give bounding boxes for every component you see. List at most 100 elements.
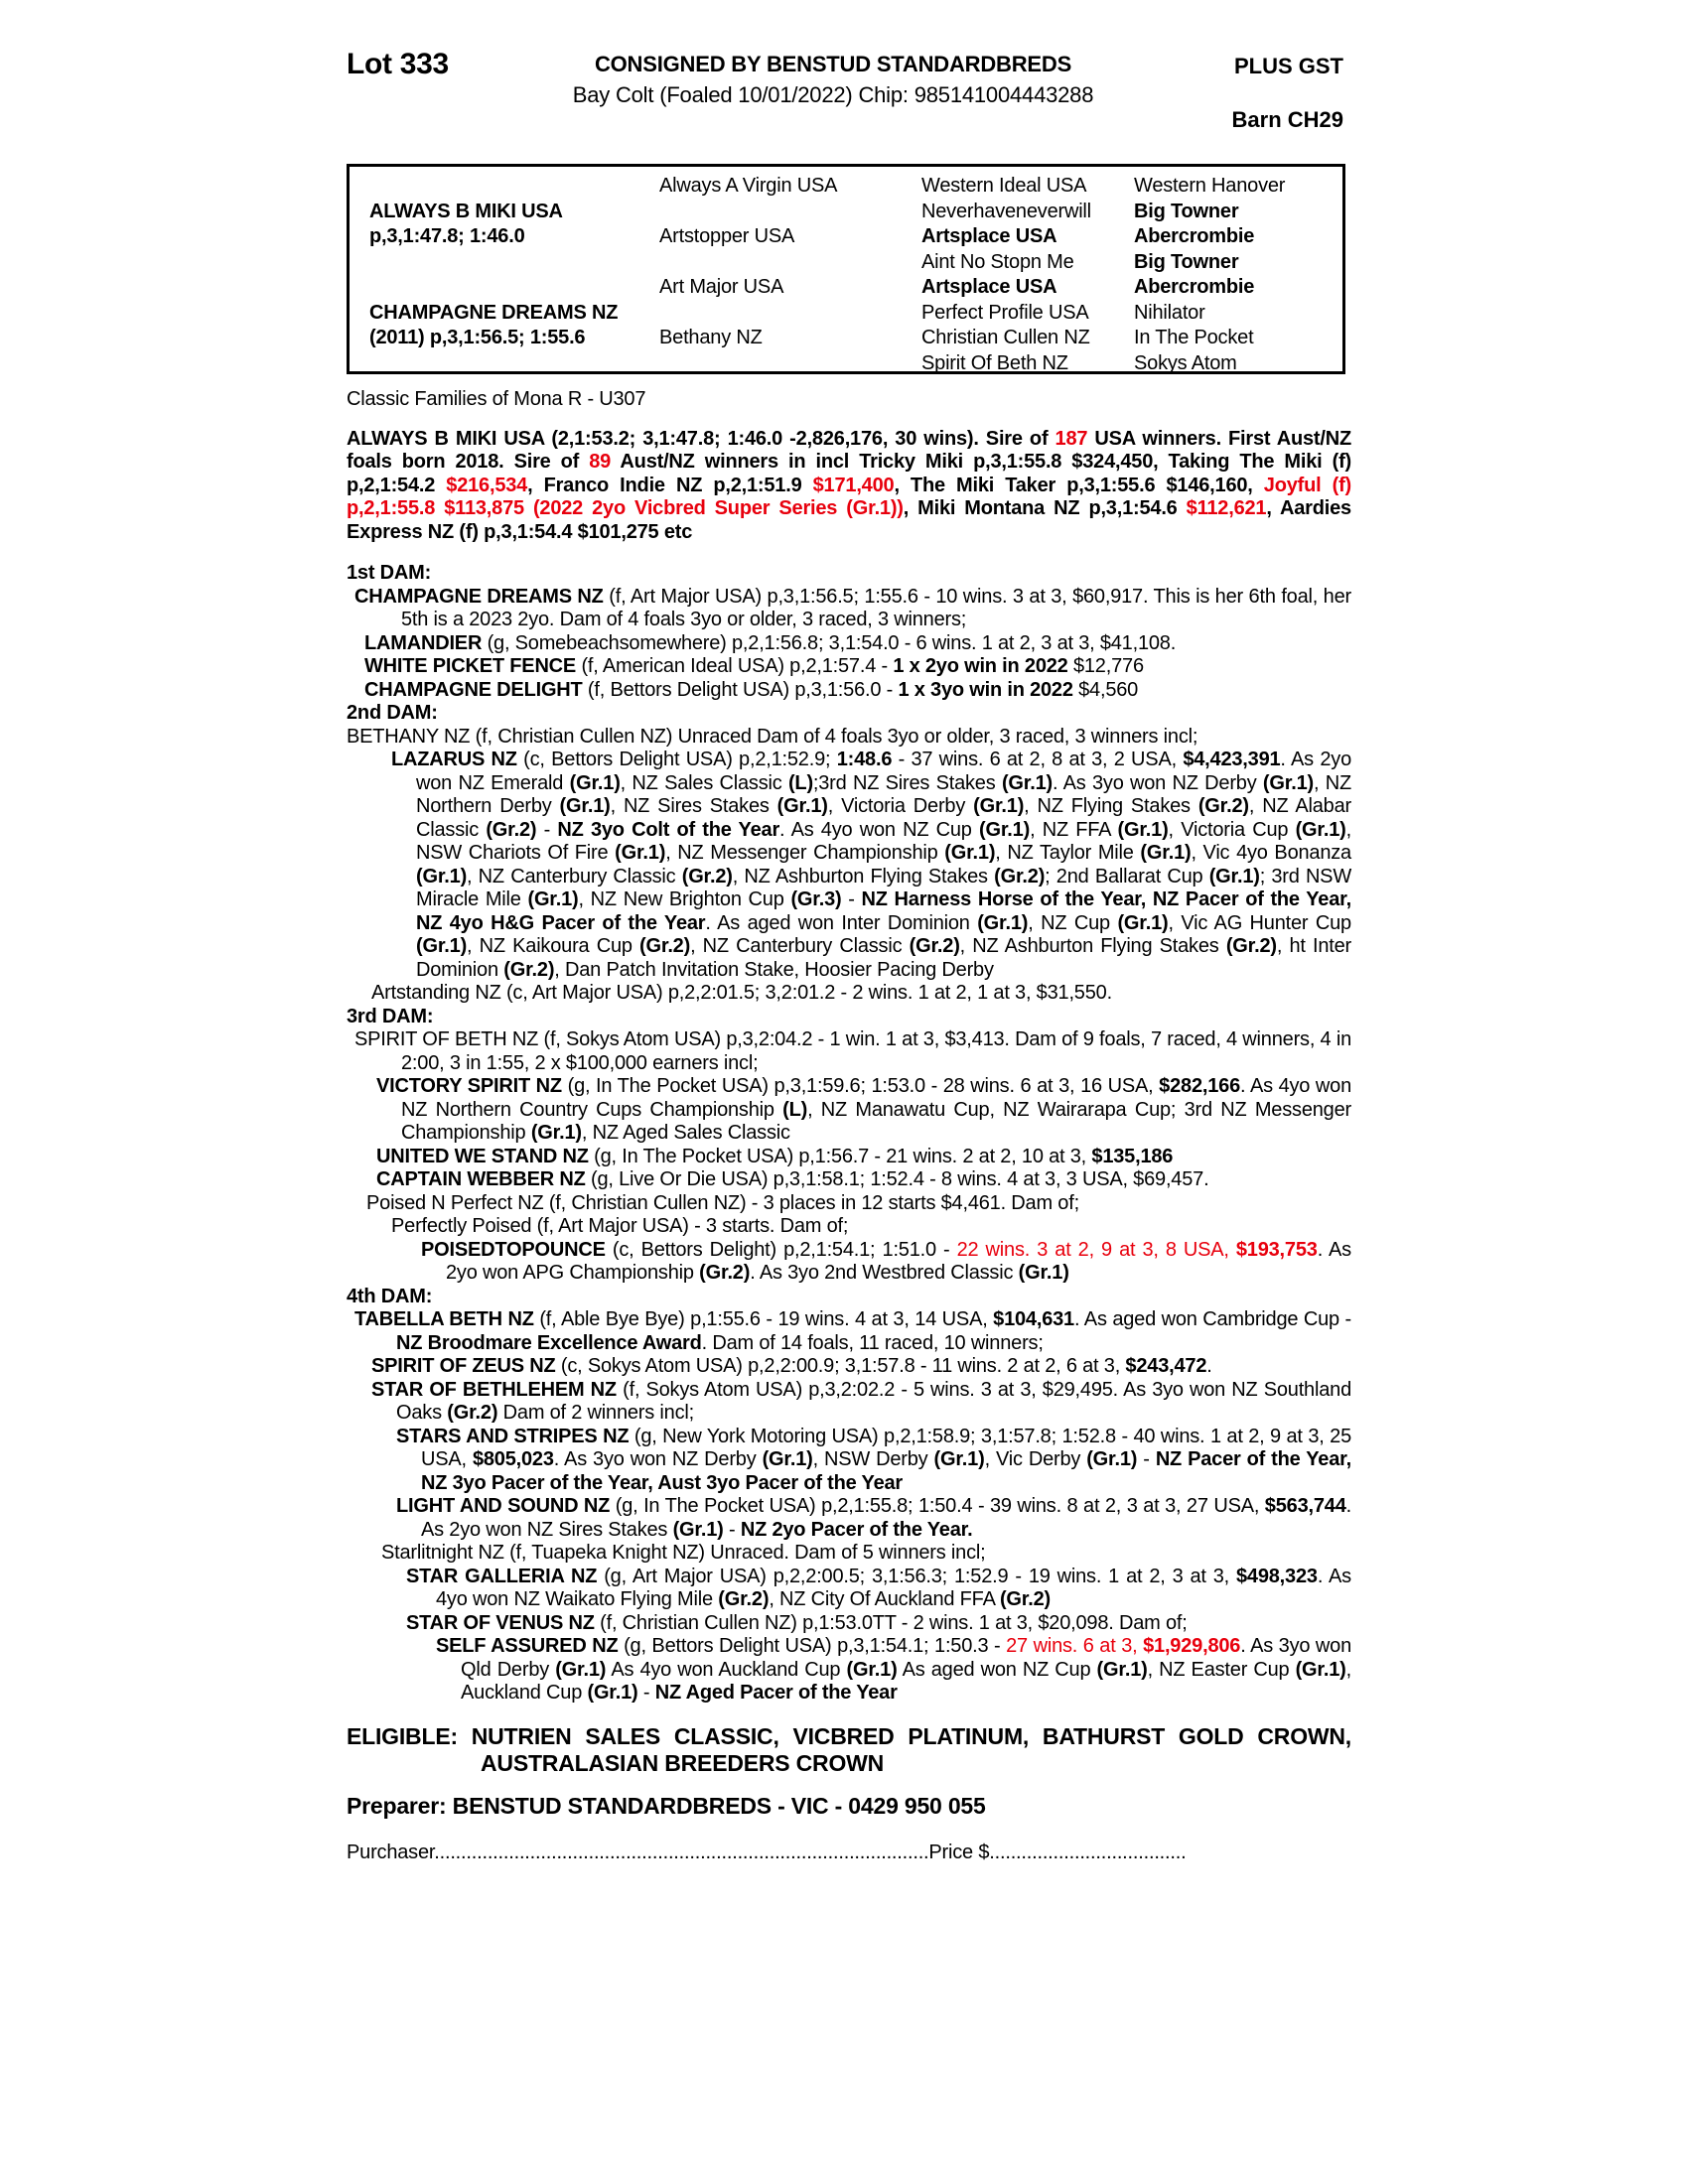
pedigree-gen4-name: Abercrombie <box>1134 276 1255 298</box>
text-run: ; 3rd NSW Miracle Mile <box>416 865 1357 911</box>
emphasis-text: NZ Aged Pacer of the Year <box>654 1682 898 1704</box>
emphasis-text: 4th DAM: <box>347 1285 433 1307</box>
emphasis-text: TABELLA BETH NZ <box>354 1308 540 1330</box>
white-picket-fence: WHITE PICKET FENCE (f, American Ideal US… <box>347 655 1351 679</box>
heading-4th-dam: 4th DAM: <box>347 1286 1351 1309</box>
emphasis-text: $498,323 <box>1235 1565 1318 1587</box>
text-run: . As 2yo won NZ Sires Stakes <box>421 1495 1356 1541</box>
emphasis-text: (Gr.1) <box>846 1658 898 1681</box>
emphasis-text: (Gr.1) <box>762 1448 813 1470</box>
self-assured: SELF ASSURED NZ (g, Bettors Delight USA)… <box>347 1635 1351 1706</box>
tabella-beth: TABELLA BETH NZ (f, Able Bye Bye) p,1:55… <box>347 1308 1351 1355</box>
foaling-chip-line: Bay Colt (Foaled 10/01/2022) Chip: 98514… <box>572 82 1094 107</box>
consignor-line: CONSIGNED BY BENSTUD STANDARDBREDS <box>594 52 1072 76</box>
text-run: (g, In The Pocket USA) p,1:56.7 - 21 win… <box>594 1145 1092 1167</box>
text-run: , NZ Flying Stakes <box>1024 795 1198 817</box>
poised-n-perfect: Poised N Perfect NZ (f, Christian Cullen… <box>347 1192 1351 1216</box>
text-run: , ht Inter Dominion <box>416 935 1357 981</box>
text-run: . As 3yo won Qld Derby <box>461 1635 1357 1681</box>
text-run: $12,776 <box>1067 655 1144 677</box>
pedigree-gen4-name: In The Pocket <box>1134 327 1254 348</box>
champagne-dreams: CHAMPAGNE DREAMS NZ (f, Art Major USA) p… <box>347 586 1351 632</box>
text-run: BETHANY NZ (f, Christian Cullen NZ) Unra… <box>347 725 1198 748</box>
text-run: . As 3yo won NZ Derby <box>1052 771 1263 794</box>
heading-1st-dam: 1st DAM: <box>347 562 1351 586</box>
catalog-page: Lot 333 CONSIGNED BY BENSTUD STANDARDBRE… <box>347 46 1351 1865</box>
text-run: Dam of 2 winners incl; <box>497 1402 695 1424</box>
emphasis-text: (Gr.1) <box>527 888 579 910</box>
emphasis-text: $135,186 <box>1091 1145 1174 1167</box>
star-of-venus: STAR OF VENUS NZ (f, Christian Cullen NZ… <box>347 1612 1351 1636</box>
emphasis-text: (Gr.2) <box>999 1588 1052 1610</box>
pedigree-gen4-name: Big Towner <box>1134 200 1239 222</box>
emphasis-text: (Gr.1) <box>977 911 1029 934</box>
text-run: . As 2yo won APG Championship <box>446 1238 1357 1285</box>
united-we-stand: UNITED WE STAND NZ (g, In The Pocket USA… <box>347 1146 1351 1169</box>
emphasis-text: (Gr.2) <box>909 935 960 957</box>
pedigree-gen3-name: Artsplace USA <box>921 225 1057 247</box>
text-run: , NZ FFA <box>1030 818 1118 841</box>
emphasis-text: 1:48.6 <box>836 749 893 770</box>
emphasis-text: CHAMPAGNE DREAMS NZ <box>354 585 610 608</box>
purchaser-line: Purchaser...............................… <box>347 1842 1351 1865</box>
emphasis-text: CAPTAIN WEBBER NZ <box>376 1168 592 1190</box>
emphasis-text: (Gr.2) <box>699 1262 751 1284</box>
emphasis-text: 1 x 2yo win in 2022 <box>893 655 1068 677</box>
page-header: Lot 333 CONSIGNED BY BENSTUD STANDARDBRE… <box>347 46 1351 164</box>
emphasis-text: SELF ASSURED NZ <box>436 1635 625 1657</box>
emphasis-text: (Gr.1) <box>1096 1658 1148 1681</box>
text-run: Classic Families of Mona R - U307 <box>347 388 646 410</box>
emphasis-text: (Gr.2) <box>447 1402 498 1424</box>
emphasis-text: SPIRIT OF ZEUS NZ <box>371 1355 561 1377</box>
pedigree-gen3-name: Aint No Stopn Me <box>921 250 1074 273</box>
pedigree-gen2-name: Bethany NZ <box>659 327 763 348</box>
emphasis-text: (Gr.1) <box>416 865 468 887</box>
text-run: , NZ Easter Cup <box>1147 1658 1296 1681</box>
emphasis-text: Preparer: BENSTUD STANDARDBREDS - VIC - … <box>347 1792 986 1819</box>
emphasis-text: $282,166 <box>1159 1075 1240 1097</box>
text-run: (c, Bettors Delight) p,2,1:54.1; 1:51.0 … <box>612 1238 957 1261</box>
text-run: Artstanding NZ (c, Art Major USA) p,2,2:… <box>371 982 1112 1004</box>
text-run: Perfectly Poised (f, Art Major USA) - 3 … <box>391 1215 849 1237</box>
emphasis-text: (L) <box>787 771 813 794</box>
emphasis-text: NZ Pacer of the Year, NZ 3yo Pacer of th… <box>421 1448 1357 1494</box>
text-run: ;3rd NZ Sires Stakes <box>812 771 1002 794</box>
emphasis-text: NZ Broodmare Excellence Award <box>396 1331 702 1354</box>
emphasis-text: (Gr.1) <box>416 935 468 957</box>
text-run: - <box>637 1682 655 1704</box>
emphasis-text: (Gr.1) <box>1001 771 1053 794</box>
text-run: $4,560 <box>1072 678 1139 701</box>
text-run: , Dan Patch Invitation Stake, Hoosier Pa… <box>554 958 994 981</box>
highlighted-text: $1,929,806 <box>1143 1635 1241 1657</box>
text-run: , NZ Canterbury Classic <box>690 935 910 957</box>
text-run: Purchaser...............................… <box>347 1842 1187 1863</box>
emphasis-text: 2nd DAM: <box>347 702 438 724</box>
pedigree-gen3-name: Spirit Of Beth NZ <box>921 351 1068 374</box>
text-run: - <box>841 888 862 910</box>
emphasis-text: (Gr.2) <box>994 865 1046 887</box>
classic-families-line: Classic Families of Mona R - U307 <box>347 388 1351 412</box>
text-run: (c, Bettors Delight USA) p,2,1:52.9; <box>523 749 837 770</box>
emphasis-text: (Gr.2) <box>1225 935 1277 957</box>
star-galleria: STAR GALLERIA NZ (g, Art Major USA) p,2,… <box>347 1566 1351 1612</box>
emphasis-text: , Aardies Express NZ (f) p,3,1:54.4 $101… <box>347 497 1357 543</box>
pedigree-gen4-name: Abercrombie <box>1134 225 1255 247</box>
text-run: . As 3yo 2nd Westbred Classic <box>750 1262 1019 1284</box>
lamandier: LAMANDIER (g, Somebeachsomewhere) p,2,1:… <box>347 632 1351 656</box>
pedigree-gen1-record: (2011) p,3,1:56.5; 1:55.6 <box>369 327 586 348</box>
sire-summary: ALWAYS B MIKI USA (2,1:53.2; 3,1:47.8; 1… <box>347 428 1351 545</box>
text-run: (c, Sokys Atom USA) p,2,2:00.9; 3,1:57.8… <box>560 1355 1126 1377</box>
barn-number: Barn CH29 <box>1231 107 1343 132</box>
highlighted-text: $216,534 <box>446 474 528 496</box>
text-run: . As 4yo won NZ Cup <box>779 818 980 841</box>
highlighted-text: 187 <box>1055 427 1088 450</box>
highlighted-text: $171,400 <box>812 474 895 496</box>
captain-webber: CAPTAIN WEBBER NZ (g, Live Or Die USA) p… <box>347 1168 1351 1192</box>
consignment-block: CONSIGNED BY BENSTUD STANDARDBREDS Bay C… <box>515 52 1151 108</box>
text-run: - <box>536 818 558 841</box>
pedigree-gen3-name: Neverhaveneverwill <box>921 200 1091 222</box>
text-run: (g, Bettors Delight USA) p,3,1:54.1; 1:5… <box>624 1635 1007 1657</box>
highlighted-text: Joyful (f) p,2,1:55.8 $113,875 (2022 2yo… <box>347 474 1357 520</box>
text-run: , NZ Northern Derby <box>416 771 1357 818</box>
text-run: , Vic Derby <box>984 1448 1087 1470</box>
